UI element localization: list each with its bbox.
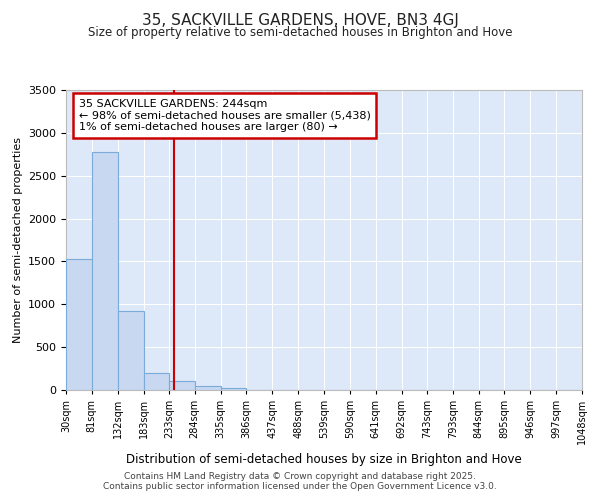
Text: Contains public sector information licensed under the Open Government Licence v3: Contains public sector information licen… xyxy=(103,482,497,491)
Y-axis label: Number of semi-detached properties: Number of semi-detached properties xyxy=(13,137,23,343)
Text: Contains HM Land Registry data © Crown copyright and database right 2025.: Contains HM Land Registry data © Crown c… xyxy=(124,472,476,481)
Bar xyxy=(66,259,92,390)
Bar xyxy=(92,152,118,390)
Text: 35, SACKVILLE GARDENS, HOVE, BN3 4GJ: 35, SACKVILLE GARDENS, HOVE, BN3 4GJ xyxy=(142,12,458,28)
Bar xyxy=(143,373,169,390)
Bar xyxy=(221,388,247,390)
Bar xyxy=(118,311,143,390)
Bar xyxy=(195,386,221,390)
Text: Size of property relative to semi-detached houses in Brighton and Hove: Size of property relative to semi-detach… xyxy=(88,26,512,39)
Text: 35 SACKVILLE GARDENS: 244sqm
← 98% of semi-detached houses are smaller (5,438)
1: 35 SACKVILLE GARDENS: 244sqm ← 98% of se… xyxy=(79,99,371,132)
X-axis label: Distribution of semi-detached houses by size in Brighton and Hove: Distribution of semi-detached houses by … xyxy=(126,452,522,466)
Bar xyxy=(169,382,195,390)
